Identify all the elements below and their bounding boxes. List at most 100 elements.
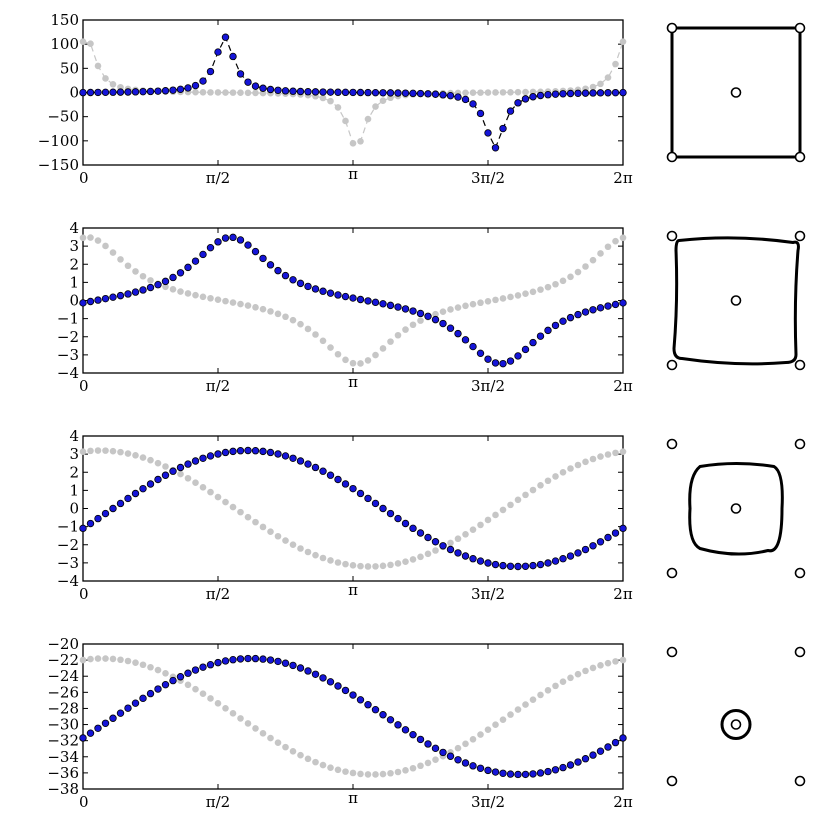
series-b-point	[544, 686, 552, 694]
series-a-point	[521, 345, 530, 354]
series-b-point	[124, 657, 132, 665]
series-b-point	[132, 659, 139, 666]
series-b-point	[544, 477, 552, 485]
series-b-point	[214, 493, 222, 501]
series-a-point	[416, 735, 425, 744]
x-tick-label: 3π/2	[471, 377, 505, 395]
series-a-point	[326, 678, 335, 686]
series-a-point	[386, 89, 395, 97]
series-a-point	[334, 291, 342, 299]
series-b-point	[79, 38, 87, 45]
plot-frame	[82, 435, 624, 582]
series-b-point	[192, 88, 199, 96]
series-b-point	[574, 268, 582, 276]
series-a-point	[206, 243, 215, 252]
series-b-point	[94, 62, 102, 70]
corner-marker	[794, 151, 806, 163]
series-a-point	[356, 489, 365, 498]
series-a-point	[491, 768, 500, 776]
series-a-point	[439, 91, 447, 99]
series-a-point	[401, 89, 410, 97]
series-a-point	[221, 448, 230, 457]
series-b-point	[102, 447, 109, 454]
series-a-point	[79, 524, 87, 533]
series-a-point	[341, 88, 350, 97]
series-a-point	[461, 336, 470, 344]
series-a-point	[131, 489, 140, 498]
series-b-point	[199, 88, 207, 96]
series-b-point	[237, 715, 244, 722]
corner-marker	[666, 230, 678, 242]
series-b-point	[267, 308, 274, 315]
series-b-point	[559, 678, 567, 686]
series-a-point	[536, 91, 545, 100]
series-b-point	[87, 655, 94, 663]
series-a-point	[146, 689, 155, 698]
series-b-point	[409, 764, 417, 772]
series-b-point	[477, 299, 484, 307]
series-a-point	[371, 298, 380, 307]
series-a-point	[169, 273, 177, 282]
series-b-point	[139, 454, 147, 461]
series-b-point	[327, 344, 334, 351]
series-a-point	[461, 95, 470, 104]
y-tick-label: 2	[69, 463, 79, 481]
series-a-point	[401, 305, 410, 313]
y-tick-label: −32	[47, 732, 79, 750]
series-b-point	[484, 297, 492, 305]
series-a-point	[439, 748, 447, 757]
series-b-point	[222, 297, 229, 305]
series-a-point	[514, 99, 522, 107]
series-a-point	[131, 699, 140, 707]
series-b-point	[259, 523, 267, 531]
series-a-point	[311, 88, 320, 96]
series-a-point	[469, 342, 477, 351]
y-tick-label: 0	[69, 500, 79, 518]
series-b-point	[349, 562, 357, 569]
series-b-point	[154, 666, 162, 674]
y-tick-label: −2	[57, 328, 79, 346]
series-a-point	[416, 89, 425, 98]
series-a-point	[371, 706, 380, 714]
series-b-point	[229, 710, 237, 717]
series-b-point	[454, 744, 462, 752]
series-a-point	[364, 701, 372, 709]
series-a-point	[266, 656, 275, 664]
series-a-point	[589, 751, 597, 759]
series-a-point	[94, 296, 102, 304]
series-a-point	[131, 88, 140, 96]
series-a-point	[176, 463, 185, 472]
contour-shape	[672, 236, 800, 366]
series-b-point	[364, 771, 372, 778]
series-a-point	[334, 475, 342, 484]
series-b-point	[214, 296, 222, 304]
series-b-point	[177, 470, 184, 478]
series-a-point	[596, 304, 605, 312]
contour-shape	[720, 709, 752, 740]
series-b-point	[417, 317, 424, 324]
series-a-point	[499, 769, 507, 777]
series-b-point	[94, 237, 102, 244]
mini-diagram-4	[666, 646, 806, 787]
series-a-point	[79, 299, 87, 307]
series-a-point	[281, 271, 290, 280]
y-tick-label: 0	[69, 292, 79, 310]
series-b-point	[394, 560, 402, 567]
series-a-point	[266, 448, 275, 457]
series-a-point	[386, 509, 395, 518]
series-a-point	[86, 519, 95, 528]
x-tick-label: 0	[79, 377, 89, 395]
series-a-point	[191, 666, 200, 674]
series-a-point	[184, 460, 192, 468]
y-tick-label: −3	[57, 554, 79, 572]
y-tick-label: −26	[47, 683, 79, 701]
series-b-point	[207, 294, 214, 302]
series-a-point	[551, 557, 560, 565]
series-a-point	[521, 95, 530, 103]
series-b-point	[192, 685, 199, 693]
series-a-point	[604, 743, 612, 751]
series-b-point	[244, 302, 252, 309]
series-a-point	[439, 319, 447, 328]
series-b-point	[364, 115, 372, 123]
